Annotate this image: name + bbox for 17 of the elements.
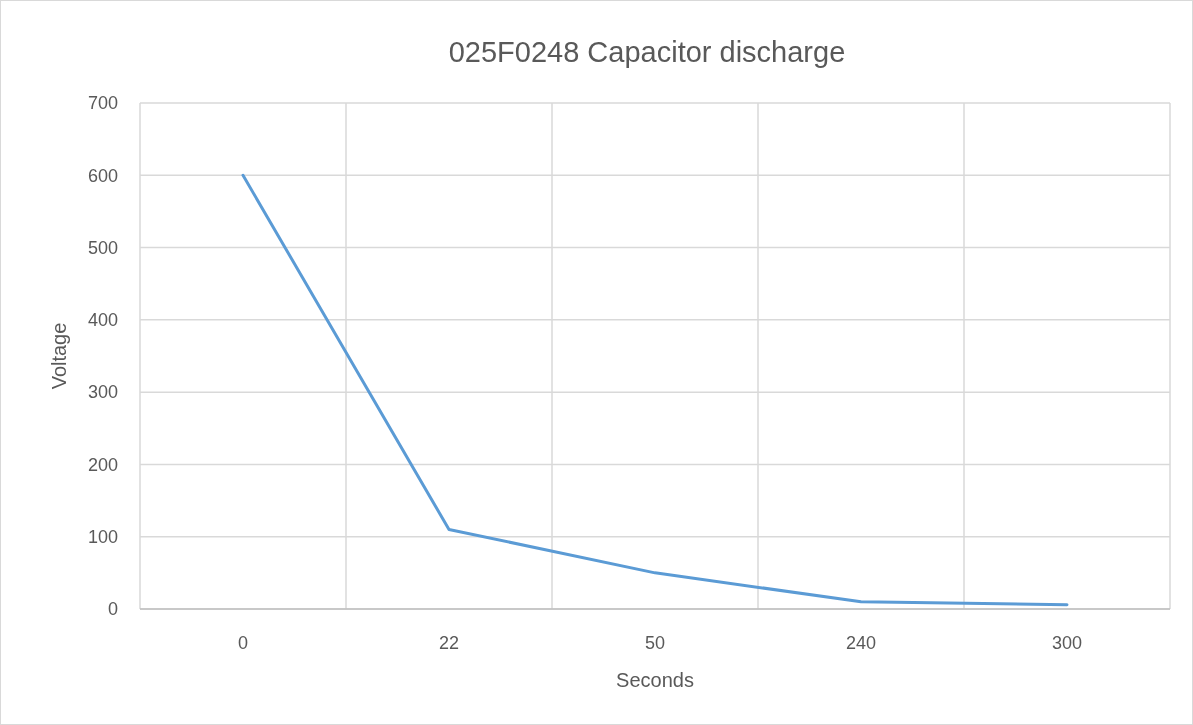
line-series xyxy=(241,173,1069,607)
x-tick-label: 0 xyxy=(237,633,249,653)
x-axis-title: Seconds xyxy=(616,669,694,691)
y-tick-label: 700 xyxy=(87,93,118,114)
x-tick-label: 22 xyxy=(438,633,460,653)
chart-title: 025F0248 Capacitor discharge xyxy=(448,36,846,68)
x-tick-label: 240 xyxy=(845,633,877,653)
y-tick-label: 600 xyxy=(87,165,118,186)
y-tick-label: 500 xyxy=(87,237,118,258)
y-tick-label: 400 xyxy=(87,310,118,331)
y-tick-label: 300 xyxy=(87,382,118,403)
y-tick-label: 100 xyxy=(87,527,118,548)
y-tick-label: 0 xyxy=(107,599,118,620)
x-tick-label: 50 xyxy=(644,633,666,653)
y-tick-label: 200 xyxy=(87,454,118,475)
y-axis-title: Voltage xyxy=(48,322,70,390)
x-tick-label: 300 xyxy=(1051,633,1083,653)
